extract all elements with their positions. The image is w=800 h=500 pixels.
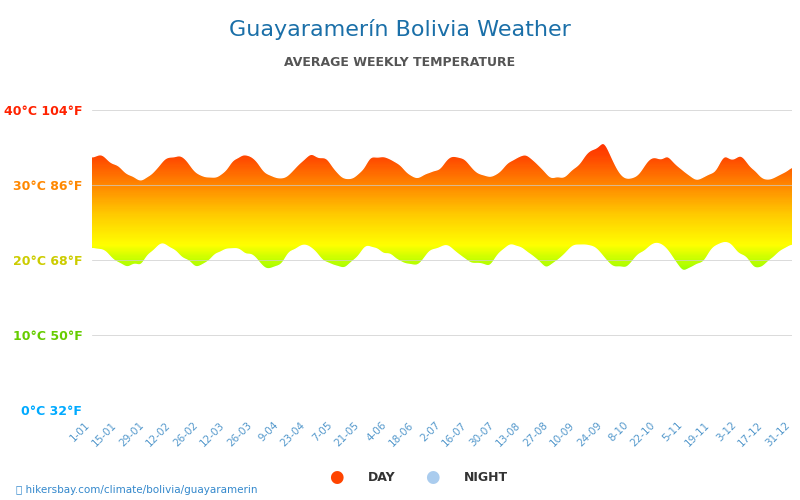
Text: 🌐 hikersbay.com/climate/bolivia/guayaramerin: 🌐 hikersbay.com/climate/bolivia/guayaram… [16,485,258,495]
Text: Guayaramerín Bolivia Weather: Guayaramerín Bolivia Weather [229,20,571,40]
Text: ●: ● [329,468,343,486]
Text: NIGHT: NIGHT [464,471,508,484]
Text: DAY: DAY [368,471,396,484]
Text: ●: ● [425,468,439,486]
Text: AVERAGE WEEKLY TEMPERATURE: AVERAGE WEEKLY TEMPERATURE [285,56,515,69]
Y-axis label: TEMPERATURE: TEMPERATURE [0,214,3,306]
